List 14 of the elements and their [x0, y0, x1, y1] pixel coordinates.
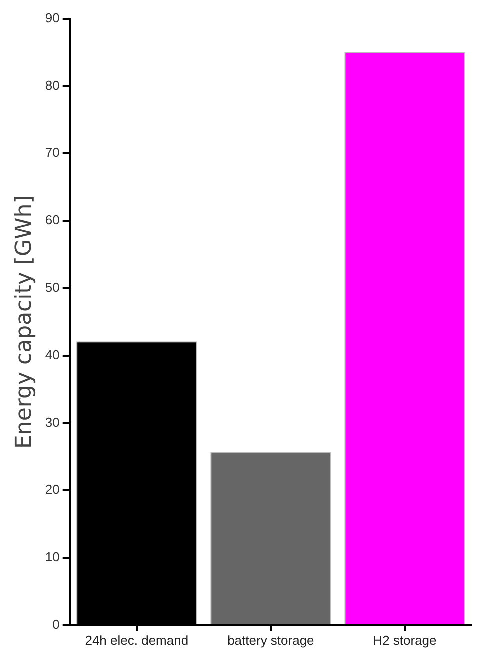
y-tick-label: 10 [45, 550, 60, 565]
y-tick-label: 60 [45, 212, 60, 228]
y-tick-label: 50 [45, 280, 60, 295]
x-tick-label: battery storage [228, 632, 314, 648]
y-tick-label: 20 [45, 482, 60, 498]
x-tick-label: H2 storage [373, 632, 437, 648]
x-tick-label: 24h elec. demand [85, 632, 189, 648]
y-tick-label: 40 [45, 347, 60, 362]
y-tick-label: 80 [45, 78, 60, 93]
y-tick-label: 0 [52, 616, 60, 632]
y-tick-label: 90 [45, 10, 60, 26]
y-tick-label: 70 [45, 145, 60, 160]
y-axis-title: Energy capacity [GWh] [12, 195, 37, 449]
y-tick-label: 30 [45, 414, 60, 430]
